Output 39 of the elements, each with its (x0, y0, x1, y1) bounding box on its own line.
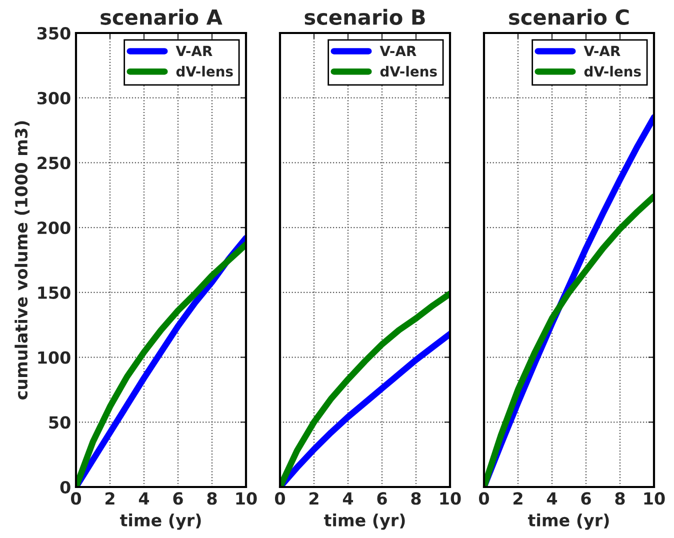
x-tick-label: 10 (644, 492, 665, 505)
x-tick-label: 6 (377, 492, 387, 505)
x-tick-label: 8 (615, 492, 625, 505)
x-tick-label: 2 (514, 492, 522, 505)
legend-label: dV-lens (584, 66, 641, 77)
y-tick-label: 0 (60, 480, 70, 494)
x-tick-label: 0 (275, 492, 285, 505)
x-axis-title: time (yr) (324, 514, 405, 530)
x-tick-label: 4 (138, 492, 150, 505)
x-tick-label: 2 (310, 492, 318, 505)
y-axis-title: cumulative volume (1000 m3) (14, 121, 30, 400)
legend-label: dV-lens (176, 66, 233, 77)
x-tick-label: 8 (207, 492, 217, 505)
x-tick-label: 0 (479, 492, 489, 505)
chart-title: scenario A (100, 8, 222, 25)
x-axis-title: time (yr) (528, 514, 609, 530)
x-tick-label: 4 (342, 492, 354, 505)
x-tick-label: 6 (581, 492, 591, 505)
x-tick-label: 2 (106, 492, 114, 505)
y-tick-label: 150 (38, 286, 70, 299)
chart-title: scenario C (509, 8, 629, 25)
legend-label: V-AR (584, 46, 620, 56)
x-tick-label: 8 (411, 492, 421, 505)
legend-label: dV-lens (380, 66, 437, 77)
x-tick-label: 10 (236, 492, 257, 505)
y-tick-label: 200 (38, 222, 70, 234)
x-tick-label: 10 (440, 492, 461, 505)
legend-label: V-AR (380, 46, 416, 56)
y-tick-label: 50 (49, 416, 70, 429)
legend-label: V-AR (176, 46, 212, 56)
y-tick-label: 250 (38, 156, 70, 170)
y-tick-label: 300 (37, 92, 70, 104)
x-tick-label: 0 (71, 492, 81, 505)
chart-title: scenario B (304, 8, 425, 25)
x-axis-title: time (yr) (120, 514, 201, 530)
y-tick-label: 100 (38, 351, 70, 364)
x-tick-label: 4 (546, 492, 558, 505)
y-tick-label: 350 (37, 26, 70, 40)
x-tick-label: 6 (173, 492, 183, 505)
